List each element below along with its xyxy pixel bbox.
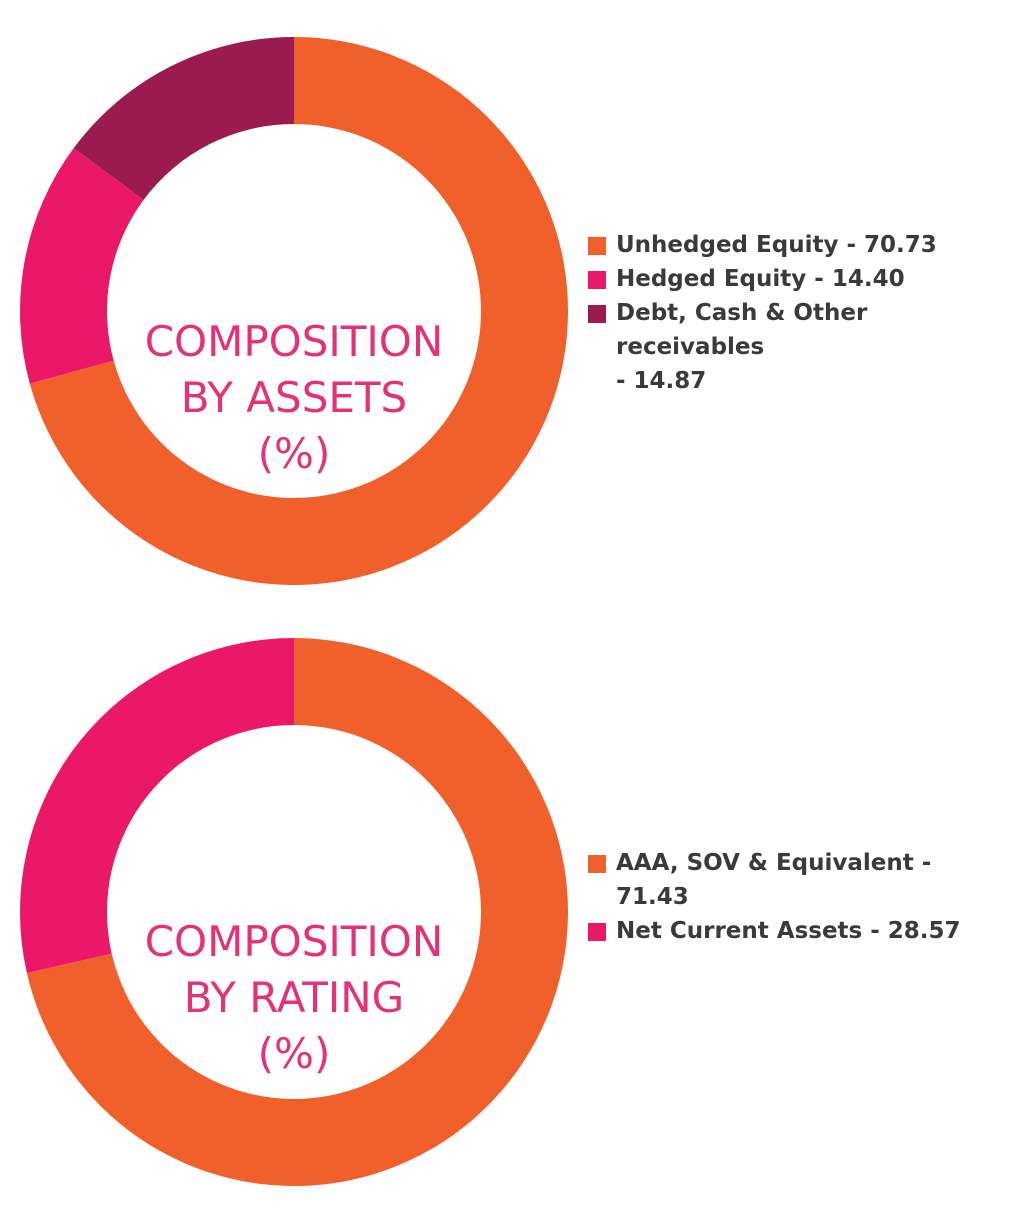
center-title-line: (%): [257, 429, 331, 478]
center-title-line: BY ASSETS: [180, 373, 408, 422]
legend-label-line: AAA, SOV & Equivalent -: [616, 850, 932, 876]
legend-label-line: - 14.87: [616, 368, 707, 394]
center-title-line: (%): [257, 1029, 331, 1078]
center-title-line: BY RATING: [183, 973, 405, 1022]
legend-item: Debt, Cash & Other receivables - 14.87: [588, 296, 1018, 398]
donut-slice: [20, 638, 295, 973]
legend-swatch: [588, 305, 606, 323]
chart-center-title: COMPOSITION BY RATING (%): [84, 914, 504, 1082]
donut-chart-rating: [20, 638, 568, 1186]
legend-label-line: 71.43: [616, 884, 689, 910]
chart-legend: Unhedged Equity - 70.73 Hedged Equity - …: [588, 228, 1018, 398]
donut-slice: [19, 148, 144, 384]
legend-item: Net Current Assets - 28.57: [588, 914, 1018, 948]
legend-swatch: [588, 855, 606, 873]
legend-item: Hedged Equity - 14.40: [588, 262, 1018, 296]
donut-slice: [29, 37, 569, 585]
legend-label-line: Hedged Equity - 14.40: [616, 266, 905, 292]
legend-swatch: [588, 271, 606, 289]
chart-legend: AAA, SOV & Equivalent - 71.43 Net Curren…: [588, 846, 1018, 948]
center-title-line: COMPOSITION: [144, 917, 444, 966]
donut-slice: [26, 638, 568, 1186]
legend-label-line: Unhedged Equity - 70.73: [616, 232, 937, 258]
legend-item: Unhedged Equity - 70.73: [588, 228, 1018, 262]
chart-center-title: COMPOSITION BY ASSETS (%): [84, 314, 504, 482]
donut-chart-assets: [19, 37, 569, 585]
legend-item: AAA, SOV & Equivalent - 71.43: [588, 846, 1018, 914]
legend-swatch: [588, 923, 606, 941]
donut-slice: [73, 37, 295, 200]
legend-label-line: Net Current Assets - 28.57: [616, 918, 961, 944]
legend-label-line: Debt, Cash & Other receivables: [616, 300, 868, 360]
composition-by-assets-chart: COMPOSITION BY ASSETS (%) Unhedged Equit…: [0, 0, 1021, 600]
legend-swatch: [588, 237, 606, 255]
composition-by-rating-chart: COMPOSITION BY RATING (%) AAA, SOV & Equ…: [0, 600, 1021, 1216]
center-title-line: COMPOSITION: [144, 317, 444, 366]
